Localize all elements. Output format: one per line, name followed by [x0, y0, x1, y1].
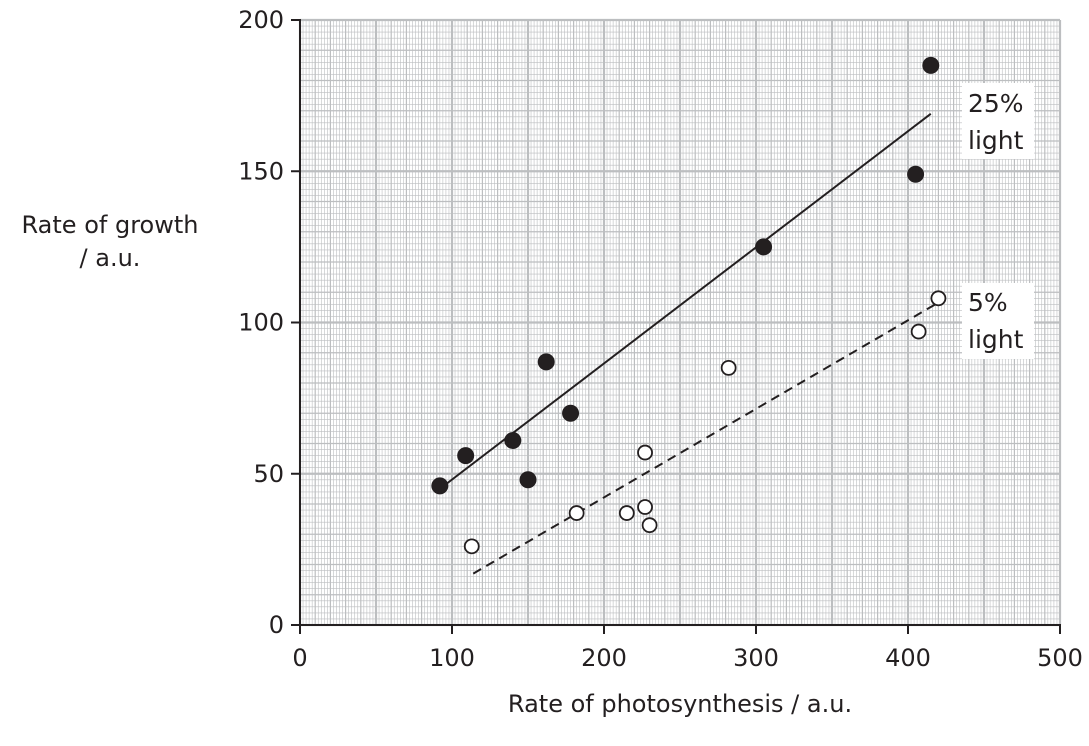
x-tick-label: 500	[1037, 644, 1083, 672]
x-axis-label: Rate of photosynthesis / a.u.	[507, 690, 853, 718]
y-axis-label-line2: / a.u.	[79, 244, 141, 272]
legend-5-percent: 5%	[968, 288, 1008, 317]
data-point-25-light	[922, 56, 940, 74]
data-point-5-light	[463, 538, 480, 555]
data-point-25-light	[907, 165, 925, 183]
y-tick-label: 50	[253, 460, 284, 488]
grid	[298, 18, 1062, 627]
y-tick-label: 200	[238, 6, 284, 34]
data-point-25-light	[537, 353, 555, 371]
data-point-5-light	[637, 444, 653, 461]
x-tick-label: 200	[581, 644, 627, 672]
trend-lines	[439, 112, 936, 575]
y-axis-label-line1: Rate of growth	[21, 211, 199, 239]
legend-25-light-word: light	[968, 126, 1024, 155]
legend-5-background	[962, 283, 1034, 359]
trend-line-series-1	[439, 112, 932, 490]
data-points	[431, 56, 947, 555]
data-point-25-light	[504, 431, 522, 449]
data-point-5-light	[618, 505, 635, 521]
data-point-5-light	[720, 359, 737, 376]
data-point-5-light	[637, 499, 653, 515]
data-point-5-light	[910, 323, 927, 340]
legend-25-background	[962, 83, 1034, 159]
x-tick-label: 0	[292, 644, 307, 672]
x-tick-label: 300	[733, 644, 779, 672]
data-point-25-light	[457, 447, 475, 465]
legend-25-light: 25% light	[962, 83, 1034, 159]
data-point-25-light	[755, 238, 773, 256]
data-point-25-light	[431, 477, 449, 495]
legend-5-light-word: light	[968, 325, 1024, 354]
y-tick-label: 150	[238, 157, 284, 185]
y-tick-label: 100	[238, 309, 284, 337]
data-point-5-light	[641, 517, 658, 534]
x-tick-label: 400	[885, 644, 931, 672]
x-tick-label: 100	[429, 644, 475, 672]
legend-25-percent: 25%	[968, 89, 1024, 118]
y-tick-label: 0	[269, 611, 284, 639]
data-point-25-light	[562, 404, 580, 422]
data-point-25-light	[519, 471, 537, 489]
axis-ticks: 0 100 200 300 400 500 0 50 100 150 200	[238, 6, 1083, 672]
legend-5-light: 5% light	[962, 283, 1034, 359]
data-point-5-light	[930, 290, 947, 307]
data-point-5-light	[568, 505, 585, 521]
